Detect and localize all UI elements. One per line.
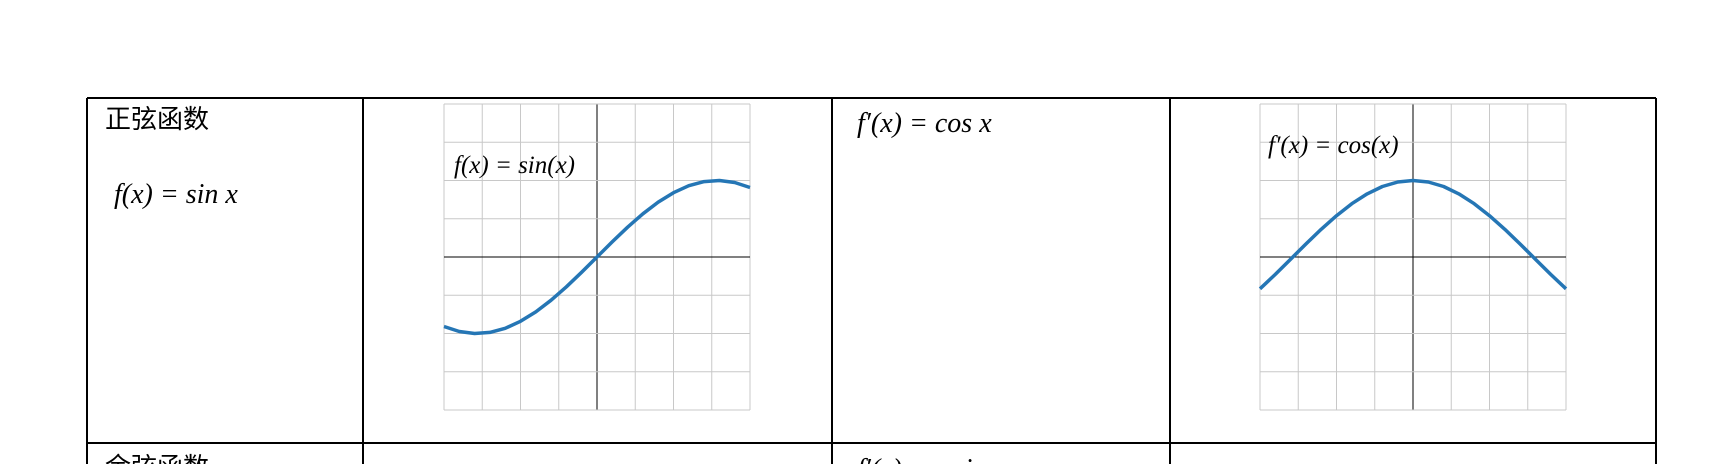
curve: [443, 178, 751, 336]
curve: [1258, 178, 1568, 291]
function-name: 余弦函数: [105, 453, 209, 464]
chart-label: f(x) = sin(x): [454, 152, 575, 179]
function-name: 正弦函数: [105, 105, 209, 135]
formula: f(x) = sin x: [114, 179, 238, 210]
chart-label: f′(x) = cos(x): [1268, 132, 1399, 159]
derivative-formula: f′(x) = cos x: [857, 108, 992, 139]
table-borders: [86, 97, 1657, 464]
derivative-formula: f′(x) = −sin x: [857, 454, 1006, 464]
